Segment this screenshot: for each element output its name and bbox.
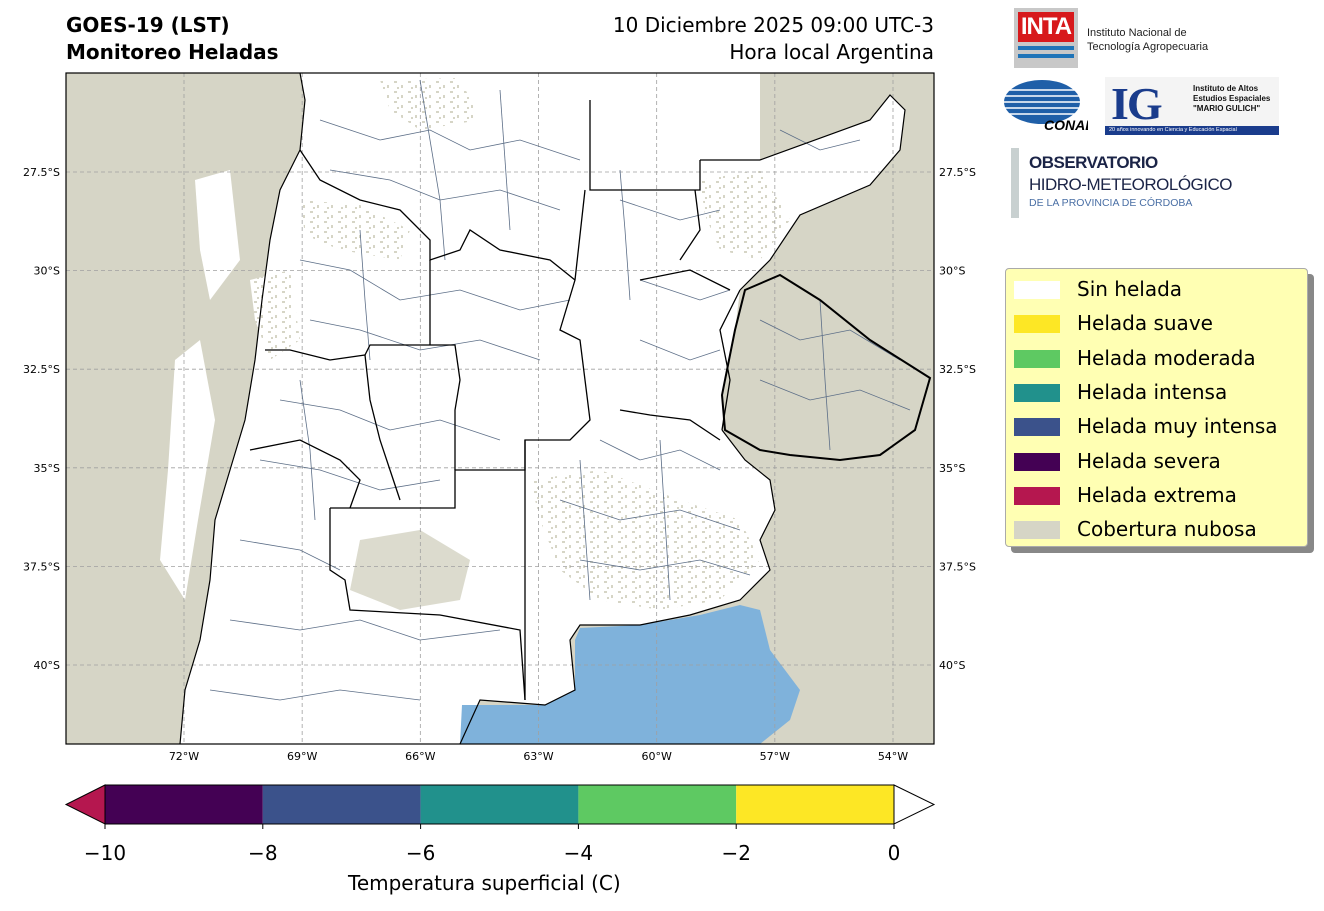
colorbar-segment [262, 785, 421, 824]
colorbar-segment [420, 785, 579, 824]
legend-swatch [1014, 315, 1060, 334]
lon-label: 54°W [878, 750, 908, 763]
colorbar-segment [578, 785, 737, 824]
lat-label-left: 30°S [34, 265, 60, 278]
inta-name: Instituto Nacional de Tecnología Agropec… [1087, 27, 1209, 53]
legend-label: Cobertura nubosa [1077, 517, 1257, 542]
observatorio-logo-bar [1011, 148, 1019, 218]
colorbar-frame [104, 784, 895, 825]
observatorio-subtitle: HIDRO-METEOROLÓGICO [1029, 175, 1233, 194]
colorbar-under-triangle [64, 784, 106, 825]
lat-label-right: 40°S [939, 659, 965, 672]
lat-label-right: 32.5°S [939, 363, 976, 376]
colorbar-segment [105, 785, 263, 824]
cloud-patch-buenos-aires [530, 470, 760, 610]
title-line-1: GOES-19 (LST) [66, 13, 230, 37]
lat-label-left: 35°S [34, 462, 60, 475]
map-area [66, 73, 934, 744]
legend: Sin helada Helada suave Helada moderada Hel… [1005, 268, 1308, 547]
inta-logo: INTA [1014, 8, 1078, 68]
colorbar-tick-label: −10 [83, 841, 127, 865]
cloud-free-patch-west [160, 340, 215, 600]
colorbar-segment [736, 785, 894, 824]
observatorio-title: OBSERVATORIO [1029, 153, 1158, 172]
colorbar-tick-label: −2 [721, 841, 751, 865]
title-line-2: Monitoreo Heladas [66, 40, 279, 64]
legend-label: Helada severa [1077, 448, 1221, 473]
inta-logo-mark: INTA [1018, 12, 1074, 42]
colorbar-tick-label: 0 [887, 841, 901, 865]
province-boundaries [249, 100, 760, 701]
country-outline [179, 73, 306, 744]
coastline [459, 429, 776, 744]
legend-swatch [1014, 349, 1060, 368]
observatorio-province: DE LA PROVINCIA DE CÓRDOBA [1029, 197, 1193, 209]
map-frame [65, 72, 935, 745]
legend-label: Helada suave [1077, 311, 1213, 336]
conae-logo: CONAE [1004, 80, 1088, 132]
legend-label: Helada intensa [1077, 379, 1228, 404]
map-title: GOES-19 (LST) Monitoreo Heladas [66, 12, 279, 66]
lon-label: 57°W [760, 750, 790, 763]
brazil-border [739, 94, 906, 291]
uruguay-border [720, 273, 932, 462]
cloud-free-patch-northwest [195, 170, 240, 300]
cloud-patch-salta [380, 78, 480, 130]
axis-labels: 27.5°S 27.5°S 30°S 30°S 32.5°S 32.5°S 35°S 35°S… [23, 166, 976, 763]
colorbar-tick-label: −4 [563, 841, 594, 865]
ig-logo-mark: IG [1111, 78, 1163, 129]
lon-label: 66°W [405, 750, 435, 763]
lat-label-right: 35°S [939, 462, 965, 475]
date-line: 10 Diciembre 2025 09:00 UTC-3 [612, 13, 934, 37]
timezone-line: Hora local Argentina [729, 40, 934, 64]
legend-swatch [1014, 281, 1060, 299]
legend-swatch [1014, 452, 1060, 471]
cloud-patch-corrientes [700, 170, 790, 260]
legend-swatch [1014, 521, 1060, 540]
lat-label-right: 30°S [939, 265, 965, 278]
colorbar-tick-label: −8 [248, 841, 278, 865]
lon-label: 69°W [287, 750, 317, 763]
legend-label: Helada muy intensa [1077, 414, 1278, 439]
ocean-shelf [460, 605, 800, 744]
legend-label: Helada moderada [1077, 345, 1256, 370]
legend-swatch [1014, 383, 1060, 402]
lat-label-right: 37.5°S [939, 560, 976, 573]
lat-label-left: 32.5°S [23, 363, 60, 376]
lon-label: 63°W [523, 750, 553, 763]
colorbar-over-triangle [893, 784, 936, 825]
lat-label-right: 27.5°S [939, 166, 976, 179]
lat-label-left: 40°S [34, 659, 60, 672]
colorbar-tick-label: −6 [405, 841, 436, 865]
map-datetime: 10 Diciembre 2025 09:00 UTC-3 Hora local… [613, 12, 934, 66]
legend-swatch [1014, 418, 1060, 437]
legend-swatch [1014, 486, 1060, 505]
lat-label-left: 27.5°S [23, 166, 60, 179]
lon-label: 60°W [641, 750, 671, 763]
lat-label-left: 37.5°S [23, 560, 60, 573]
legend-label: Sin helada [1077, 277, 1183, 301]
uruguay-region [722, 275, 930, 460]
colorbar-label: Temperatura superficial (C) [348, 871, 621, 895]
cloud-patch-la-pampa [350, 530, 470, 610]
conae-logo-mark: CONAE [1044, 117, 1088, 132]
graticule [66, 73, 934, 744]
cloud-patch-catamarca [300, 200, 410, 260]
colorbar [64, 784, 936, 829]
ig-logo: IG Instituto de Altos Estudios Espaciale… [1105, 77, 1279, 135]
lon-label: 72°W [169, 750, 199, 763]
legend-label: Helada extrema [1077, 482, 1237, 507]
